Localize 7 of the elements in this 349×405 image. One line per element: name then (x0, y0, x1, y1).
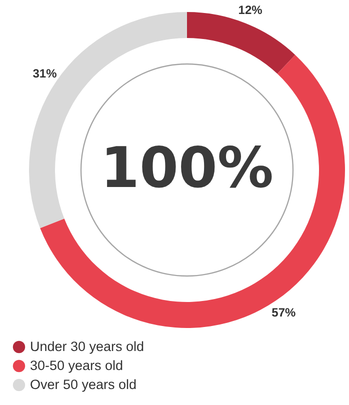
data-label: 57% (272, 305, 296, 320)
legend-label: 30-50 years old (30, 358, 124, 373)
text: 100% (100, 136, 274, 201)
legend-label: Over 50 years old (30, 377, 137, 392)
data-label: 12% (238, 3, 263, 18)
legend-label: Under 30 years old (30, 339, 144, 354)
data-label: 31% (32, 66, 58, 80)
